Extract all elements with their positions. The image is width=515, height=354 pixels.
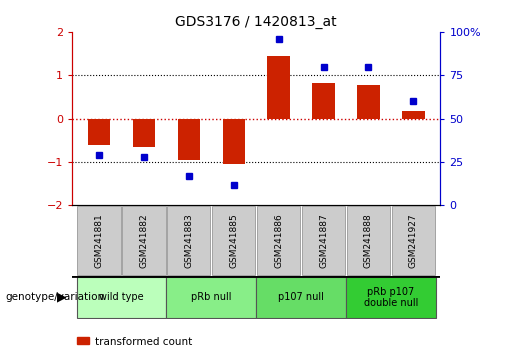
Bar — [346, 277, 436, 318]
Bar — [123, 206, 165, 275]
Text: GSM241882: GSM241882 — [140, 213, 148, 268]
Bar — [302, 206, 345, 275]
Bar — [402, 111, 424, 119]
Bar — [88, 119, 110, 145]
Title: GDS3176 / 1420813_at: GDS3176 / 1420813_at — [176, 16, 337, 29]
Bar — [167, 206, 211, 275]
Text: GSM241881: GSM241881 — [95, 213, 104, 268]
Bar — [212, 206, 255, 275]
Bar — [133, 119, 155, 147]
Text: genotype/variation: genotype/variation — [5, 292, 104, 302]
Text: GSM241927: GSM241927 — [409, 213, 418, 268]
Bar — [312, 83, 335, 119]
Bar — [392, 206, 435, 275]
Bar — [178, 119, 200, 160]
Text: ▶: ▶ — [57, 291, 66, 304]
Bar — [347, 206, 390, 275]
Text: transformed count: transformed count — [95, 337, 193, 347]
Text: GSM241885: GSM241885 — [229, 213, 238, 268]
Bar — [77, 206, 121, 275]
Text: pRb null: pRb null — [191, 292, 232, 302]
Text: pRb p107
double null: pRb p107 double null — [364, 286, 418, 308]
Text: p107 null: p107 null — [278, 292, 324, 302]
Bar — [222, 119, 245, 164]
Text: GSM241887: GSM241887 — [319, 213, 328, 268]
Bar — [357, 85, 380, 119]
Bar — [166, 277, 256, 318]
Bar — [267, 56, 290, 119]
Text: GSM241883: GSM241883 — [184, 213, 193, 268]
Bar — [77, 277, 166, 318]
Bar — [256, 277, 346, 318]
Text: GSM241886: GSM241886 — [274, 213, 283, 268]
Bar — [257, 206, 300, 275]
Text: GSM241888: GSM241888 — [364, 213, 373, 268]
Text: wild type: wild type — [99, 292, 144, 302]
